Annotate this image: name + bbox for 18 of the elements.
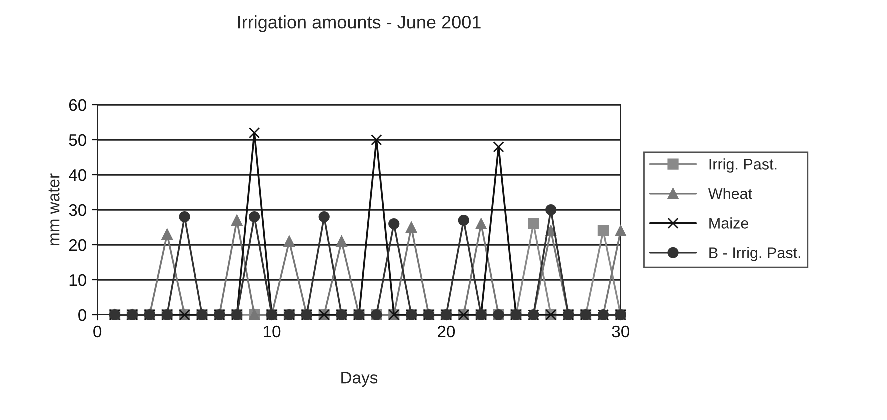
y-tick-label: 10 [70, 274, 87, 286]
x-tick-label: 30 [612, 326, 630, 338]
y-tick-label: 30 [69, 204, 87, 216]
x-tick-label: 20 [438, 326, 456, 338]
y-tick-label: 0 [78, 309, 86, 322]
y-tick-label: 60 [69, 99, 87, 112]
y-axis-title: mm water [48, 174, 60, 246]
legend-label: Wheat [708, 188, 752, 200]
legend-label: Maize [710, 218, 748, 229]
y-tick-label: 50 [69, 134, 87, 146]
x-tick-label: 10 [264, 326, 281, 338]
chart-title: Irrigation amounts - June 2001 [238, 16, 481, 32]
x-tick-label: 0 [94, 326, 102, 338]
legend-label: B - Irrig. Past. [710, 247, 800, 262]
x-axis-title: Days [342, 372, 378, 388]
y-tick-label: 20 [69, 239, 87, 252]
legend-label: Irrig. Past. [710, 158, 777, 173]
y-tick-label: 40 [69, 169, 87, 182]
